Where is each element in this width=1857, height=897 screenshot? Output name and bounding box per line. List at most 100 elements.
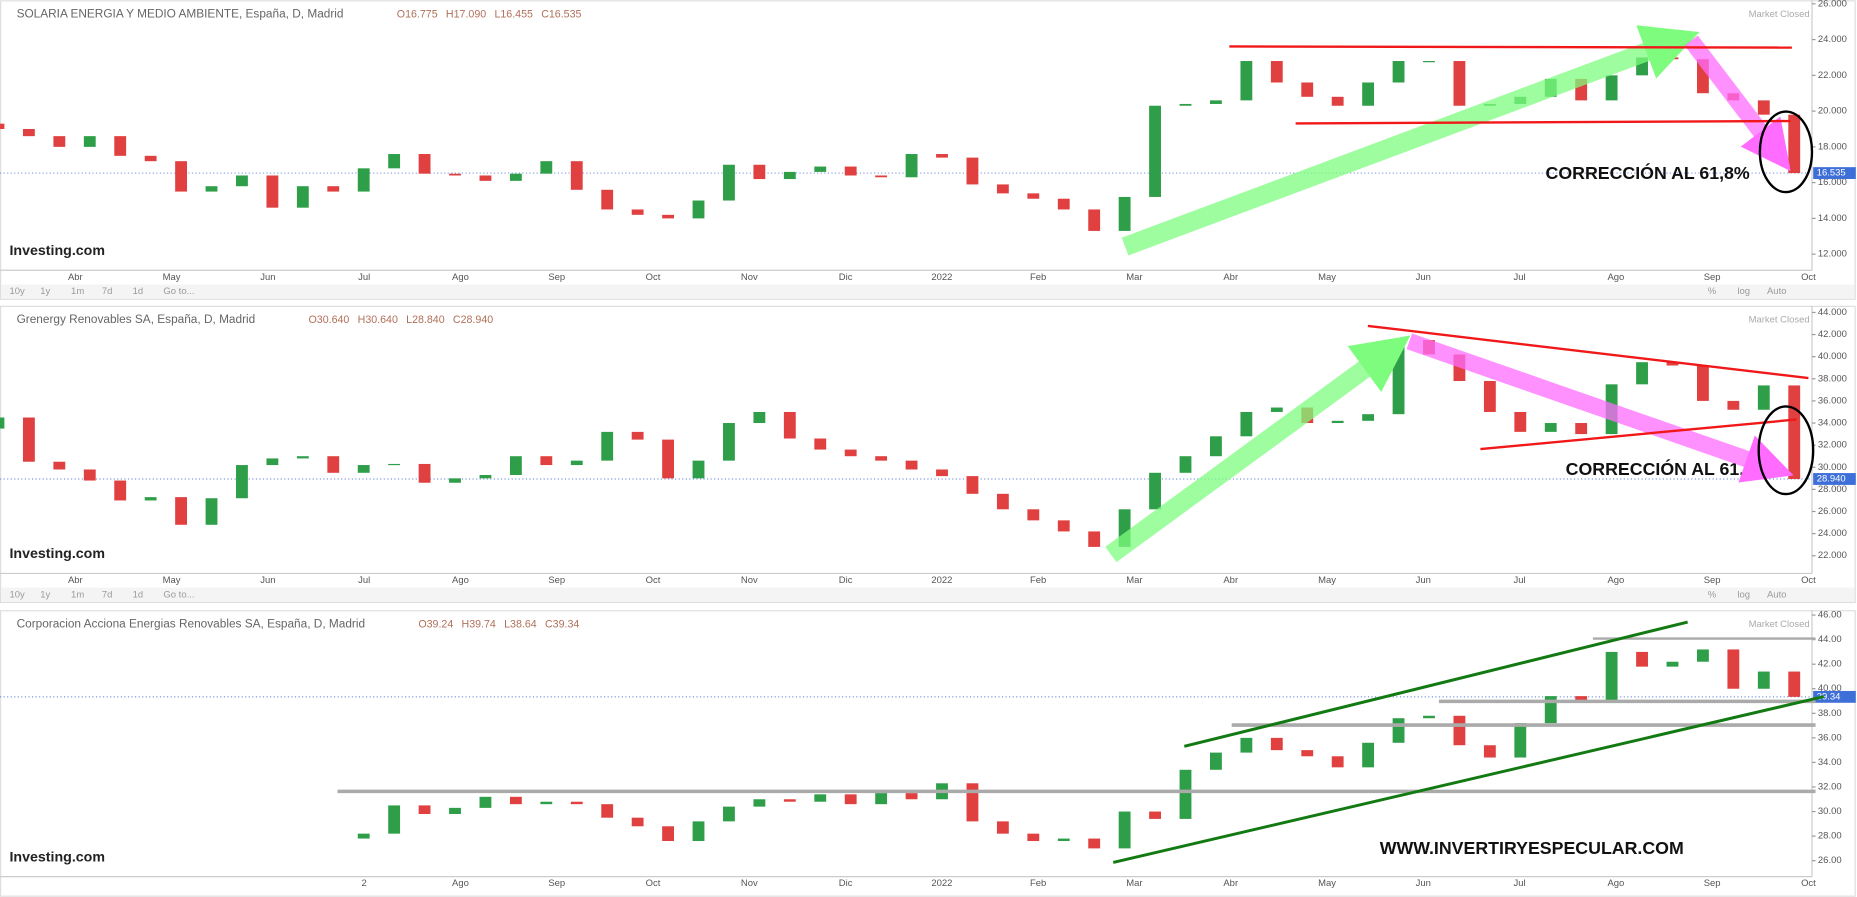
range-button[interactable]: Go to... xyxy=(163,589,194,600)
candle xyxy=(1027,833,1040,842)
candle xyxy=(905,460,918,470)
range-button[interactable]: 10y xyxy=(9,286,25,297)
candle xyxy=(479,475,492,479)
range-button[interactable]: 7d xyxy=(102,589,113,600)
candle xyxy=(479,175,492,181)
trend-arrow xyxy=(1684,35,1791,172)
chart-title: Corporacion Acciona Energias Renovables … xyxy=(17,616,365,630)
x-tick-label: Abr xyxy=(1223,272,1238,283)
candle xyxy=(1362,742,1375,768)
candle xyxy=(1544,423,1557,432)
ohlc-value: L16.455 xyxy=(494,8,533,20)
candle xyxy=(1270,737,1283,751)
x-tick-label: Oct xyxy=(1801,878,1816,889)
brand-logo: Investing.com xyxy=(9,849,105,865)
candle xyxy=(144,497,157,501)
x-tick-label: Dic xyxy=(839,878,853,889)
candle xyxy=(1179,103,1192,106)
axis-option[interactable]: Auto xyxy=(1767,589,1786,600)
x-tick-label: 2022 xyxy=(931,878,952,889)
chart-title: Grenergy Renovables SA, España, D, Madri… xyxy=(17,312,256,326)
range-button[interactable]: 1y xyxy=(40,589,50,600)
y-tick-label: 36.000 xyxy=(1818,395,1847,406)
range-button[interactable]: 1d xyxy=(133,589,144,600)
candle xyxy=(0,417,5,429)
axis-option[interactable]: Auto xyxy=(1767,286,1786,297)
candle xyxy=(601,431,614,461)
x-tick-label: May xyxy=(163,272,181,283)
range-button[interactable]: 7d xyxy=(102,286,113,297)
brand-logo: Investing.com xyxy=(9,243,105,259)
candle xyxy=(570,161,583,190)
y-tick-label: 42.00 xyxy=(1818,659,1842,670)
x-tick-label: Abr xyxy=(68,272,83,283)
range-button[interactable]: 1m xyxy=(71,286,84,297)
candle xyxy=(1210,436,1222,457)
x-tick-label: Jul xyxy=(1514,575,1526,586)
y-tick-label: 32.00 xyxy=(1818,781,1842,792)
candle xyxy=(1392,718,1405,743)
candle xyxy=(1331,756,1344,768)
candle xyxy=(236,175,248,187)
range-button[interactable]: 1m xyxy=(71,589,84,600)
y-tick-label: 34.00 xyxy=(1818,757,1842,768)
candle xyxy=(327,456,340,473)
x-tick-label: Nov xyxy=(741,878,758,889)
candle xyxy=(175,161,188,192)
candle xyxy=(540,161,553,174)
candle xyxy=(692,821,705,842)
candle xyxy=(236,465,248,499)
candle xyxy=(1757,385,1770,410)
y-tick-label: 40.000 xyxy=(1818,351,1847,362)
ohlc-value: L28.840 xyxy=(406,314,445,326)
y-tick-label: 30.000 xyxy=(1818,462,1847,473)
x-tick-label: Sep xyxy=(548,272,565,283)
range-button[interactable]: 1d xyxy=(133,286,144,297)
axis-option[interactable]: % xyxy=(1708,286,1717,297)
y-tick-label: 14.000 xyxy=(1818,213,1847,224)
axis-option[interactable]: log xyxy=(1737,286,1750,297)
candle xyxy=(1727,649,1740,689)
candle xyxy=(1727,400,1740,410)
candle xyxy=(1301,750,1314,757)
candle xyxy=(631,431,644,440)
candle xyxy=(1514,723,1527,758)
x-tick-label: Sep xyxy=(1704,272,1721,283)
candle xyxy=(1666,362,1679,366)
candle xyxy=(1423,715,1435,719)
candle xyxy=(205,186,218,192)
range-button[interactable]: 10y xyxy=(9,589,25,600)
x-tick-label: 2 xyxy=(362,878,367,889)
range-button[interactable]: 1y xyxy=(40,286,50,297)
candle xyxy=(996,184,1009,194)
candle xyxy=(631,209,644,215)
x-tick-label: Mar xyxy=(1126,575,1142,586)
axis-option[interactable]: % xyxy=(1708,589,1717,600)
candle xyxy=(1696,59,1709,94)
candle xyxy=(1210,752,1222,770)
y-tick-label: 22.000 xyxy=(1818,70,1847,81)
last-price-tag xyxy=(1813,690,1856,703)
ohlc-value: O30.640 xyxy=(309,314,350,326)
candle xyxy=(662,826,674,842)
last-price-tag xyxy=(1813,167,1856,179)
candle xyxy=(1544,696,1557,724)
candle xyxy=(875,456,888,461)
candle xyxy=(1666,57,1679,60)
candle xyxy=(1575,696,1588,702)
candle xyxy=(1362,414,1375,421)
x-tick-label: Ago xyxy=(1607,575,1624,586)
x-tick-label: Sep xyxy=(548,878,565,889)
axis-option[interactable]: log xyxy=(1737,589,1750,600)
candle xyxy=(1149,472,1161,510)
candle xyxy=(509,456,522,476)
range-button[interactable]: Go to... xyxy=(163,286,194,297)
candle xyxy=(936,154,948,158)
x-tick-label: Mar xyxy=(1126,272,1142,283)
candle xyxy=(1210,100,1222,104)
channel-line xyxy=(1112,695,1825,864)
y-tick-label: 44.00 xyxy=(1818,634,1842,645)
y-tick-label: 28.000 xyxy=(1818,484,1847,495)
